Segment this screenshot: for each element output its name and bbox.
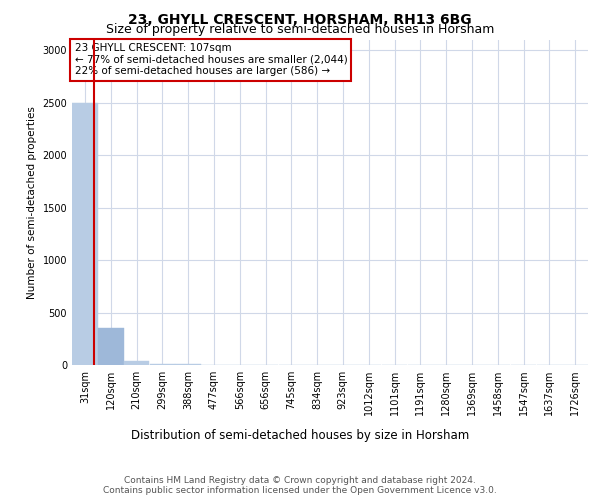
Text: 23, GHYLL CRESCENT, HORSHAM, RH13 6BG: 23, GHYLL CRESCENT, HORSHAM, RH13 6BG bbox=[128, 12, 472, 26]
Bar bbox=[175, 364, 201, 365]
Bar bbox=[124, 362, 149, 365]
Bar bbox=[72, 103, 98, 365]
Y-axis label: Number of semi-detached properties: Number of semi-detached properties bbox=[27, 106, 37, 299]
Text: Size of property relative to semi-detached houses in Horsham: Size of property relative to semi-detach… bbox=[106, 22, 494, 36]
Text: Contains HM Land Registry data © Crown copyright and database right 2024.
Contai: Contains HM Land Registry data © Crown c… bbox=[103, 476, 497, 495]
Bar bbox=[98, 328, 124, 365]
Text: 23 GHYLL CRESCENT: 107sqm
← 77% of semi-detached houses are smaller (2,044)
22% : 23 GHYLL CRESCENT: 107sqm ← 77% of semi-… bbox=[74, 44, 347, 76]
Bar bbox=[149, 364, 175, 365]
Text: Distribution of semi-detached houses by size in Horsham: Distribution of semi-detached houses by … bbox=[131, 430, 469, 442]
